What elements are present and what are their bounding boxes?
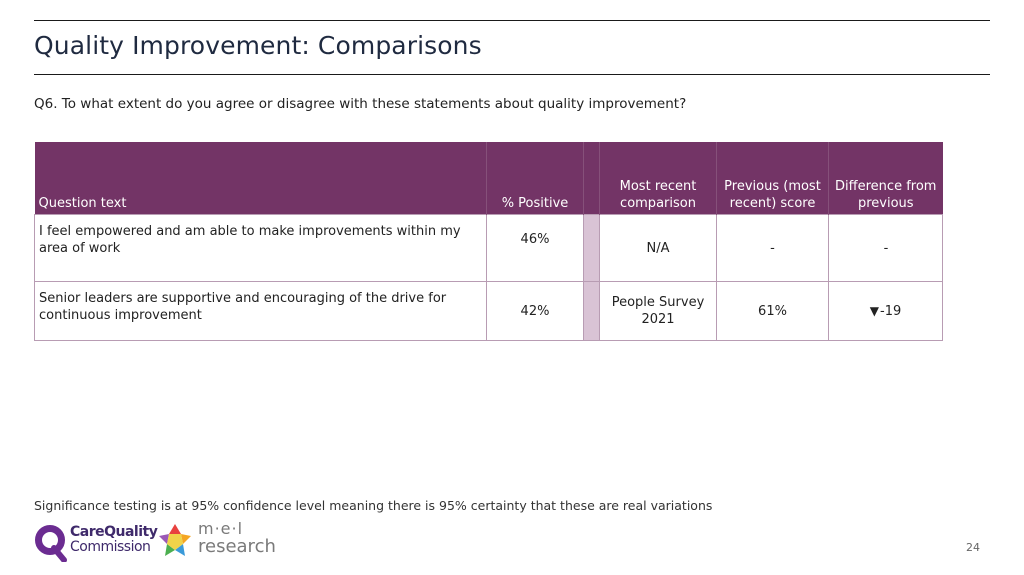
page-number: 24: [966, 541, 980, 554]
mel-star-icon: [159, 524, 191, 556]
positive-cell: 42%: [486, 281, 584, 341]
column-header-difference: Difference from previous: [828, 142, 943, 215]
question-text: Q6. To what extent do you agree or disag…: [34, 96, 687, 112]
comparison-table: Question text % Positive Most recent com…: [34, 142, 943, 341]
cqc-logo-line1: CareQuality: [70, 524, 158, 540]
column-header-spacer: [583, 142, 600, 215]
down-arrow-icon: ▼: [869, 303, 879, 318]
column-header-question-text: Question text: [34, 142, 487, 215]
question-cell: I feel empowered and am able to make imp…: [34, 214, 487, 282]
previous-score-cell: -: [716, 214, 829, 282]
previous-score-cell: 61%: [716, 281, 829, 341]
title-underline: [34, 74, 990, 75]
cqc-q-icon: [35, 525, 67, 562]
column-header-recent-comparison: Most recent comparison: [599, 142, 717, 215]
comparison-cell: People Survey 2021: [599, 281, 717, 341]
mel-research-logo: m·e·l research: [157, 520, 276, 562]
page-title: Quality Improvement: Comparisons: [34, 31, 482, 60]
table-header-row: Question text % Positive Most recent com…: [34, 142, 943, 215]
mel-logo-line1: m·e·l: [198, 519, 244, 538]
comparison-cell: N/A: [599, 214, 717, 282]
difference-cell: ▼-19: [828, 281, 943, 341]
difference-value: -: [883, 240, 889, 256]
table-row: Senior leaders are supportive and encour…: [34, 281, 943, 341]
question-cell: Senior leaders are supportive and encour…: [34, 281, 487, 341]
column-header-positive: % Positive: [486, 142, 584, 215]
column-header-previous-score: Previous (most recent) score: [716, 142, 829, 215]
cqc-logo: CareQuality Commission: [34, 522, 158, 562]
difference-value: -19: [880, 303, 902, 319]
positive-cell: 46%: [486, 214, 584, 282]
spacer-cell: [583, 281, 600, 341]
significance-footnote: Significance testing is at 95% confidenc…: [34, 498, 713, 513]
mel-logo-line2: research: [198, 536, 276, 557]
table-row: I feel empowered and am able to make imp…: [34, 214, 943, 282]
top-rule: [34, 20, 990, 21]
spacer-cell: [583, 214, 600, 282]
cqc-logo-line2: Commission: [70, 539, 151, 555]
difference-cell: -: [828, 214, 943, 282]
